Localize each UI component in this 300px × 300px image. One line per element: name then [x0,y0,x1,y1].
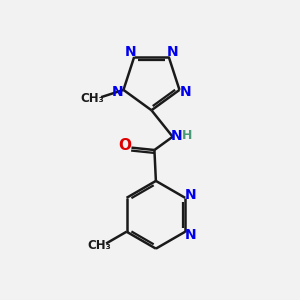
Text: H: H [182,129,192,142]
Text: N: N [185,188,196,202]
Text: N: N [167,45,178,59]
Text: N: N [112,85,124,99]
Text: N: N [171,129,183,142]
Text: N: N [179,85,191,99]
Text: CH₃: CH₃ [80,92,104,105]
Text: N: N [185,228,196,242]
Text: O: O [118,138,131,153]
Text: CH₃: CH₃ [87,239,111,252]
Text: N: N [125,45,136,59]
